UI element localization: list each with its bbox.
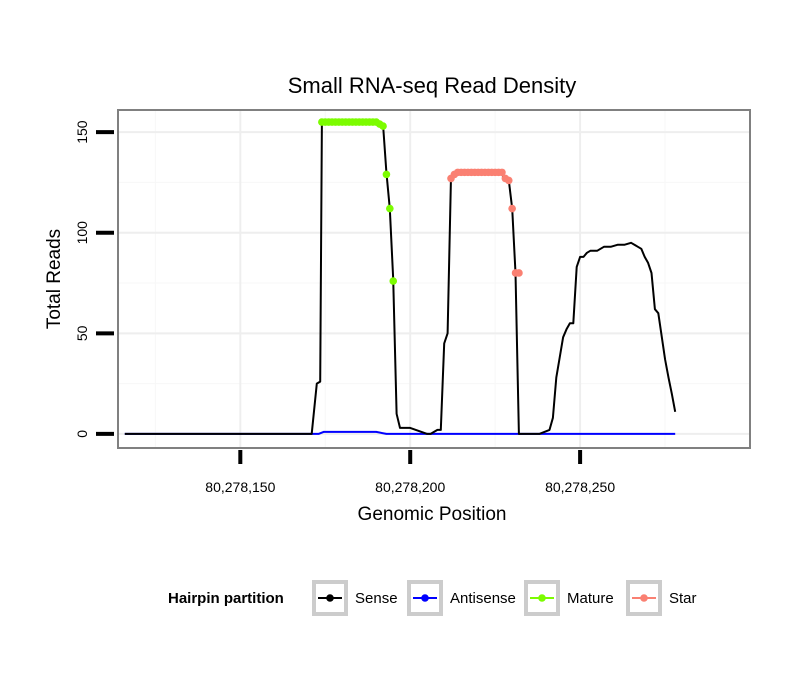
legend: Hairpin partition Sense Antisense Mature St… (168, 580, 697, 616)
x-tick-label: 80,278,200 (375, 479, 445, 495)
legend-key-point (421, 594, 429, 602)
data-point-star (498, 168, 506, 177)
data-point-star (504, 176, 513, 185)
y-tick-label: 50 (74, 325, 90, 341)
data-point-mature (389, 277, 398, 285)
y-tick-label: 0 (74, 430, 90, 438)
x-axis-label: Genomic Position (358, 504, 507, 525)
legend-label-star: Star (669, 590, 697, 607)
legend-title: Hairpin partition (168, 590, 284, 607)
legend-key-point (640, 594, 648, 602)
x-axis: 80,278,150 80,278,200 80,278,250 (205, 450, 615, 495)
legend-label-antisense: Antisense (450, 590, 516, 607)
x-tick-label: 80,278,250 (545, 479, 615, 495)
legend-key-point (538, 594, 546, 602)
legend-label-mature: Mature (567, 590, 614, 607)
y-tick-label: 150 (74, 120, 90, 144)
data-point-star (508, 204, 516, 213)
data-point-mature (386, 204, 394, 213)
series-layer (124, 118, 677, 435)
plot-panel-border (117, 109, 751, 449)
legend-key-point (326, 594, 334, 602)
y-axis-label: Total Reads (44, 229, 65, 329)
data-point-star (515, 269, 523, 277)
x-tick-label: 80,278,150 (205, 479, 275, 495)
data-point-mature (379, 122, 387, 130)
legend-label-sense: Sense (355, 590, 398, 607)
chart-title: Small RNA-seq Read Density (288, 73, 577, 98)
data-point-mature (382, 170, 391, 179)
y-axis: 0 50 100 150 (74, 120, 114, 438)
y-tick-label: 100 (74, 221, 90, 245)
